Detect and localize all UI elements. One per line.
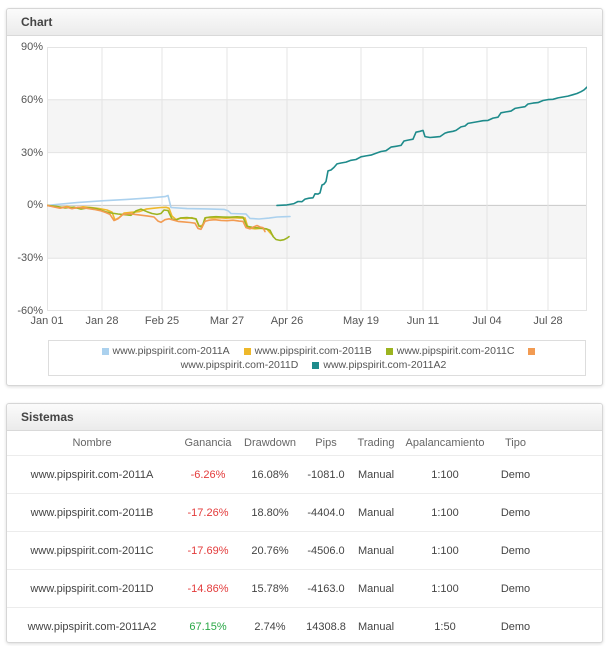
legend-item[interactable]: www.pipspirit.com-2011A xyxy=(101,345,230,357)
drawdown-value: 2.74% xyxy=(239,607,301,645)
table-row: www.pipspirit.com-2011A2 67.15% 2.74% 14308… xyxy=(7,607,602,645)
y-tick-label: -60% xyxy=(17,305,43,317)
x-tick-label: Mar 27 xyxy=(209,315,245,327)
legend-item[interactable]: www.pipspirit.com-2011A2 xyxy=(312,359,446,371)
legend-label: www.pipspirit.com-2011D xyxy=(180,359,299,371)
table-row: www.pipspirit.com-2011A -6.26% 16.08% -1081… xyxy=(7,455,602,494)
chart-legend: www.pipspirit.com-2011A www.pipspirit.com… xyxy=(48,340,586,376)
system-name-link[interactable]: www.pipspirit.com-2011D xyxy=(7,569,177,608)
x-tick-label: Feb 25 xyxy=(144,315,180,327)
drawdown-value: 15.78% xyxy=(239,569,301,608)
legend-swatch-icon xyxy=(101,348,109,355)
pips-value: 14308.8 xyxy=(301,607,351,645)
table-row: www.pipspirit.com-2011B -17.26% 18.80% -440… xyxy=(7,493,602,532)
legend-label: www.pipspirit.com-2011B xyxy=(254,345,372,357)
tipo-value: Demo xyxy=(489,531,542,570)
row-spacer xyxy=(542,531,602,570)
x-tick-label: Jul 04 xyxy=(472,315,502,327)
tipo-value: Demo xyxy=(489,455,542,494)
system-name-link[interactable]: www.pipspirit.com-2011A2 xyxy=(7,607,177,645)
system-name-link[interactable]: www.pipspirit.com-2011C xyxy=(7,531,177,570)
pips-value: -4404.0 xyxy=(301,493,351,532)
legend-item[interactable]: www.pipspirit.com-2011C xyxy=(385,345,515,357)
y-tick-label: -30% xyxy=(17,252,43,265)
drawdown-value: 20.76% xyxy=(239,531,301,570)
col-header-apalancamiento: Apalancamiento xyxy=(405,437,485,449)
col-header-ganancia: Ganancia xyxy=(184,437,232,449)
row-spacer xyxy=(542,607,602,645)
ganancia-value: -17.26% xyxy=(177,493,239,532)
system-name-link[interactable]: www.pipspirit.com-2011A xyxy=(7,455,177,494)
legend-label: www.pipspirit.com-2011A2 xyxy=(323,359,447,371)
apalancamiento-value: 1:100 xyxy=(401,569,489,608)
ganancia-value: -14.86% xyxy=(177,569,239,608)
ganancia-value: 67.15% xyxy=(177,607,239,645)
pips-value: -4163.0 xyxy=(301,569,351,608)
legend-label: www.pipspirit.com-2011A xyxy=(112,345,230,357)
y-tick-label: 60% xyxy=(20,93,43,106)
legend-swatch-icon xyxy=(243,348,251,355)
x-tick-label: Apr 26 xyxy=(270,315,304,327)
col-header-pips: Pips xyxy=(315,437,337,449)
x-tick-label: May 19 xyxy=(342,315,380,327)
pips-value: -1081.0 xyxy=(301,455,351,494)
drawdown-value: 16.08% xyxy=(239,455,301,494)
legend-item[interactable]: www.pipspirit.com-2011B xyxy=(243,345,372,357)
ganancia-value: -17.69% xyxy=(177,531,239,570)
legend-swatch-icon xyxy=(385,348,393,355)
table-row: www.pipspirit.com-2011C -17.69% 20.76% -450… xyxy=(7,531,602,570)
legend-swatch-icon xyxy=(528,348,536,355)
y-tick-label: 30% xyxy=(20,146,43,159)
legend-item[interactable]: www.pipspirit.com-2011D xyxy=(181,345,540,371)
tipo-value: Demo xyxy=(489,569,542,608)
tipo-value: Demo xyxy=(489,493,542,532)
chart-panel: Chart 90% 60% 30% 0% -30% -60% Jan 01 Jan 28 Fe… xyxy=(6,8,603,386)
systems-panel-header: Sistemas xyxy=(7,404,602,431)
pips-value: -4506.0 xyxy=(301,531,351,570)
x-tick-label: Jul 28 xyxy=(533,315,563,327)
systems-panel-title: Sistemas xyxy=(21,410,74,424)
x-tick-label: Jan 01 xyxy=(30,315,64,327)
y-tick-label: 0% xyxy=(27,199,43,212)
apalancamiento-value: 1:100 xyxy=(401,493,489,532)
ganancia-value: -6.26% xyxy=(177,455,239,494)
col-header-nombre: Nombre xyxy=(72,437,112,449)
chart-panel-title: Chart xyxy=(21,15,53,29)
table-header-row: Nombre Ganancia Drawdown Pips Trading Ap… xyxy=(7,431,602,456)
col-header-drawdown: Drawdown xyxy=(244,437,296,449)
drawdown-value: 18.80% xyxy=(239,493,301,532)
trading-value: Manual xyxy=(351,455,401,494)
chart-svg xyxy=(46,47,588,311)
apalancamiento-value: 1:100 xyxy=(401,455,489,494)
col-header-tipo: Tipo xyxy=(505,437,526,449)
tipo-value: Demo xyxy=(489,607,542,645)
chart-panel-header: Chart xyxy=(7,9,602,36)
apalancamiento-value: 1:50 xyxy=(401,607,489,645)
trading-value: Manual xyxy=(351,569,401,608)
row-spacer xyxy=(542,455,602,494)
trading-value: Manual xyxy=(351,607,401,645)
y-tick-label: 90% xyxy=(20,41,43,53)
x-tick-label: Jun 11 xyxy=(406,315,440,327)
y-axis-labels: 90% 60% 30% 0% -30% -60% xyxy=(7,41,43,317)
systems-panel: Sistemas Nombre Ganancia Drawdown Pips T… xyxy=(6,403,603,645)
system-name-link[interactable]: www.pipspirit.com-2011B xyxy=(7,493,177,532)
col-header-trading: Trading xyxy=(357,437,395,449)
trading-value: Manual xyxy=(351,493,401,532)
row-spacer xyxy=(542,569,602,608)
legend-label: www.pipspirit.com-2011C xyxy=(396,345,515,357)
apalancamiento-value: 1:100 xyxy=(401,531,489,570)
trading-value: Manual xyxy=(351,531,401,570)
chart-plot-area xyxy=(46,47,588,311)
col-header-spacer xyxy=(542,431,602,456)
x-axis-labels: Jan 01 Jan 28 Feb 25 Mar 27 Apr 26 May 19 Jun … xyxy=(30,315,587,329)
legend-swatch-icon xyxy=(312,362,320,369)
table-row: www.pipspirit.com-2011D -14.86% 15.78% -416… xyxy=(7,569,602,608)
x-tick-label: Jan 28 xyxy=(85,315,119,327)
row-spacer xyxy=(542,493,602,532)
systems-table: Nombre Ganancia Drawdown Pips Trading Ap… xyxy=(7,431,602,645)
